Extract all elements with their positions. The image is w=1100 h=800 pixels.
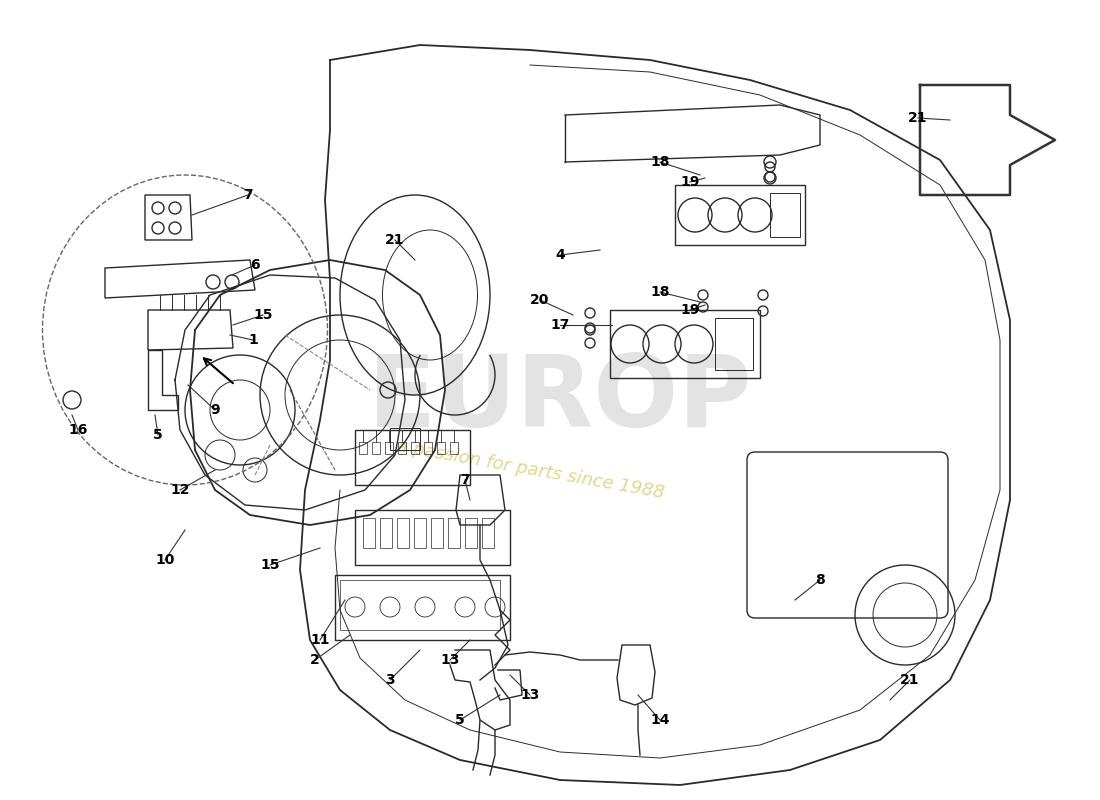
Text: 2: 2: [310, 653, 320, 667]
Text: a passion for parts since 1988: a passion for parts since 1988: [395, 438, 666, 502]
Text: 12: 12: [170, 483, 189, 497]
Text: 13: 13: [520, 688, 540, 702]
Text: 9: 9: [210, 403, 220, 417]
Text: 11: 11: [310, 633, 330, 647]
Text: 5: 5: [153, 428, 163, 442]
Text: 15: 15: [261, 558, 279, 572]
Text: 10: 10: [155, 553, 175, 567]
Text: 16: 16: [68, 423, 88, 437]
Text: 13: 13: [440, 653, 460, 667]
Text: 17: 17: [550, 318, 570, 332]
Text: 18: 18: [650, 285, 670, 299]
Text: 6: 6: [250, 258, 260, 272]
Text: 14: 14: [650, 713, 670, 727]
Text: 5: 5: [455, 713, 465, 727]
Text: 7: 7: [243, 188, 253, 202]
Text: EUROP: EUROP: [367, 351, 752, 449]
Text: 21: 21: [909, 111, 927, 125]
Text: 8: 8: [815, 573, 825, 587]
Text: 19: 19: [680, 175, 700, 189]
Text: 4: 4: [556, 248, 565, 262]
Text: 18: 18: [650, 155, 670, 169]
Text: 3: 3: [385, 673, 395, 687]
Text: 15: 15: [253, 308, 273, 322]
Text: 21: 21: [900, 673, 920, 687]
Text: 20: 20: [530, 293, 550, 307]
Text: 19: 19: [680, 303, 700, 317]
Text: 1: 1: [249, 333, 257, 347]
Text: 7: 7: [460, 473, 470, 487]
Text: 21: 21: [385, 233, 405, 247]
